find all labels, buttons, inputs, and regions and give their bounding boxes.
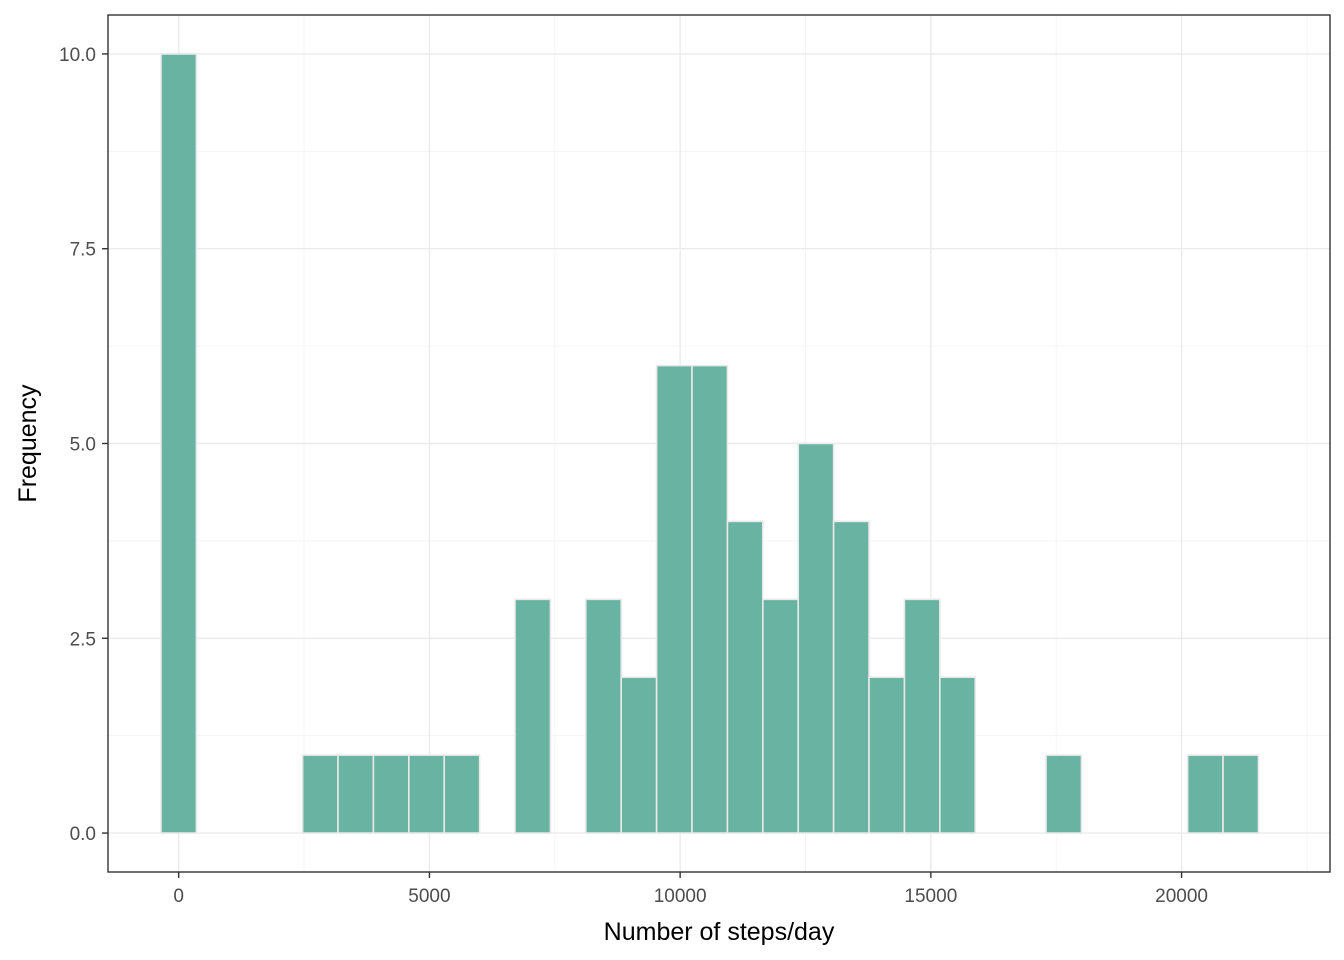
x-axis-title: Number of steps/day — [604, 918, 835, 946]
histogram-bar — [408, 754, 446, 834]
histogram-bar — [620, 676, 658, 834]
y-tick-label: 10.0 — [59, 45, 96, 66]
histogram-bar — [443, 754, 481, 834]
x-tick-label: 20000 — [1155, 886, 1208, 907]
histogram-bar — [691, 364, 729, 834]
y-tick-label: 5.0 — [70, 435, 96, 456]
histogram-bar — [585, 598, 623, 834]
y-tick-label: 0.0 — [70, 824, 96, 845]
histogram-bar — [1045, 754, 1083, 834]
y-tick-label: 2.5 — [70, 629, 96, 650]
histogram-bar — [939, 676, 977, 834]
x-tick-label: 0 — [173, 886, 184, 907]
histogram-bar — [1186, 754, 1224, 834]
histogram-bar — [301, 754, 339, 834]
histogram-bar — [903, 598, 941, 834]
histogram-bar — [514, 598, 552, 834]
histogram-bar — [726, 520, 764, 834]
histogram-bar — [337, 754, 375, 834]
axis-ticks: 0 5000 10000 15000 20000 0.0 2.5 5.0 7.5 10.0 — [59, 45, 1208, 907]
x-tick-label: 15000 — [904, 886, 957, 907]
y-tick-label: 7.5 — [70, 240, 96, 261]
histogram-bar — [868, 676, 906, 834]
histogram-bar — [1222, 754, 1260, 834]
histogram-bar — [372, 754, 410, 834]
histogram-bar — [655, 364, 693, 834]
histogram-bar — [160, 53, 198, 834]
x-tick-label: 10000 — [654, 886, 707, 907]
histogram-bar — [832, 520, 870, 834]
histogram-bars — [160, 53, 1260, 834]
x-tick-label: 5000 — [408, 886, 450, 907]
y-axis-title: Frequency — [14, 384, 42, 503]
histogram-bar — [762, 598, 800, 834]
histogram-bar — [797, 442, 835, 834]
